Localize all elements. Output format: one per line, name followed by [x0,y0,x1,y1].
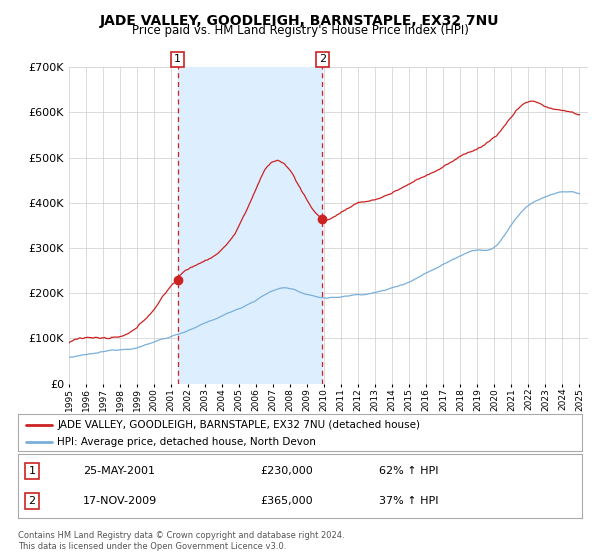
Text: £365,000: £365,000 [260,496,313,506]
Text: 17-NOV-2009: 17-NOV-2009 [83,496,157,506]
Text: JADE VALLEY, GOODLEIGH, BARNSTAPLE, EX32 7NU: JADE VALLEY, GOODLEIGH, BARNSTAPLE, EX32… [100,14,500,28]
Text: 2: 2 [29,496,35,506]
Text: HPI: Average price, detached house, North Devon: HPI: Average price, detached house, Nort… [58,437,316,447]
Bar [178,67,322,384]
Text: 1: 1 [29,466,35,476]
Text: 2: 2 [319,54,326,64]
Text: 62% ↑ HPI: 62% ↑ HPI [379,466,439,476]
Text: Price paid vs. HM Land Registry's House Price Index (HPI): Price paid vs. HM Land Registry's House … [131,24,469,37]
Text: Contains HM Land Registry data © Crown copyright and database right 2024.: Contains HM Land Registry data © Crown c… [18,531,344,540]
Text: 25-MAY-2001: 25-MAY-2001 [83,466,155,476]
Text: 37% ↑ HPI: 37% ↑ HPI [379,496,439,506]
Text: This data is licensed under the Open Government Licence v3.0.: This data is licensed under the Open Gov… [18,542,286,550]
Text: £230,000: £230,000 [260,466,313,476]
Text: JADE VALLEY, GOODLEIGH, BARNSTAPLE, EX32 7NU (detached house): JADE VALLEY, GOODLEIGH, BARNSTAPLE, EX32… [58,419,421,430]
Text: 1: 1 [174,54,181,64]
